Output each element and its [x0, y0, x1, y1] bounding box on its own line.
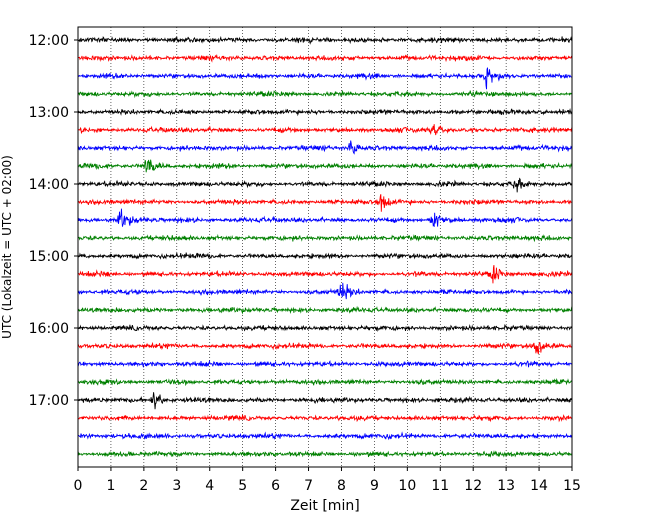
trace-line	[77, 159, 573, 173]
y-tick-label: 14:00	[29, 177, 69, 193]
x-tick-label: 9	[370, 478, 379, 494]
x-tick-label: 12	[464, 478, 482, 494]
x-tick-label: 10	[398, 478, 416, 494]
trace-line	[77, 323, 573, 333]
seismic-traces	[77, 35, 573, 458]
trace-line	[77, 177, 573, 193]
trace-line	[77, 378, 573, 387]
x-tick-label: 2	[139, 478, 148, 494]
trace-line	[77, 194, 573, 212]
trace-line	[77, 108, 573, 117]
trace-line	[77, 450, 573, 458]
grid-lines	[110, 27, 540, 467]
x-tick-label: 5	[238, 478, 247, 494]
y-axis-label: UTC (Lokalzeit = UTC + 02:00)	[0, 155, 14, 339]
trace-line	[77, 89, 573, 99]
trace-line	[77, 265, 573, 284]
trace-line	[77, 341, 573, 355]
x-axis-ticks: 0 1 2 3 4 5 6 7 8 9 10 11 12 13 14 15	[74, 467, 581, 494]
trace-line	[77, 413, 573, 423]
x-tick-label: 14	[530, 478, 548, 494]
x-tick-label: 0	[74, 478, 83, 494]
trace-line	[77, 124, 573, 136]
trace-line	[77, 305, 573, 315]
x-axis-label: Zeit [min]	[290, 498, 359, 514]
trace-line	[77, 53, 573, 63]
trace-line	[77, 233, 573, 243]
trace-line	[77, 359, 573, 369]
y-axis-ticks: 12:00 13:00 14:00 15:00 16:00 17:00	[29, 33, 78, 409]
x-tick-label: 8	[337, 478, 346, 494]
y-tick-label: 12:00	[29, 33, 69, 49]
trace-line	[77, 140, 573, 155]
x-tick-label: 1	[106, 478, 115, 494]
x-tick-label: 3	[172, 478, 181, 494]
x-tick-label: 4	[205, 478, 214, 494]
trace-line	[77, 431, 573, 441]
y-tick-label: 13:00	[29, 105, 69, 121]
y-tick-label: 17:00	[29, 393, 69, 409]
x-tick-label: 11	[431, 478, 449, 494]
trace-line	[77, 392, 573, 410]
x-tick-label: 6	[271, 478, 280, 494]
x-tick-label: 7	[304, 478, 313, 494]
trace-line	[77, 67, 573, 90]
x-tick-label: 13	[497, 478, 515, 494]
trace-line	[77, 208, 573, 227]
trace-line	[77, 282, 573, 300]
x-tick-label: 15	[563, 478, 581, 494]
trace-line	[77, 251, 573, 260]
y-tick-label: 16:00	[29, 321, 69, 337]
plot-frame	[77, 26, 573, 468]
y-tick-label: 15:00	[29, 249, 69, 265]
trace-line	[77, 35, 573, 45]
